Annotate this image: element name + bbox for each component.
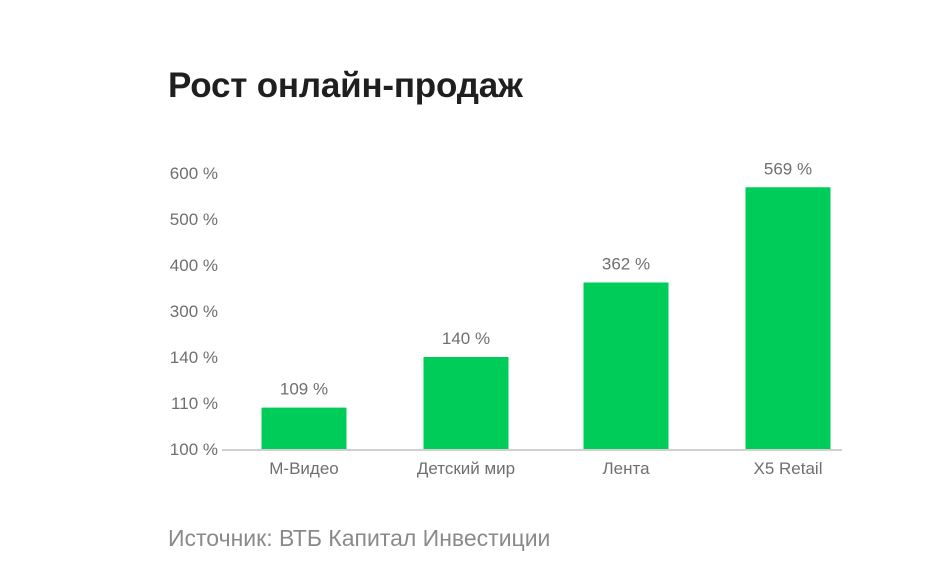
bar (583, 282, 669, 449)
x-tick-label: Детский мир (417, 459, 515, 478)
bars-group (261, 187, 831, 449)
y-tick-label: 110 % (171, 394, 218, 413)
bar (423, 357, 509, 449)
value-labels-group: 109 % 140 % 362 % 569 % (280, 159, 812, 398)
bar-value-label: 109 % (280, 380, 328, 399)
y-axis-ticks: 100 % 110 % 140 % 300 % 400 % 500 % 600 % (170, 164, 218, 459)
y-tick-label: 300 % (170, 302, 218, 321)
x-axis-labels: М-Видео Детский мир Лента X5 Retail (269, 459, 822, 478)
x-tick-label: X5 Retail (754, 459, 823, 478)
x-tick-label: М-Видео (269, 459, 339, 478)
chart-title: Рост онлайн-продаж (168, 66, 523, 105)
bar (261, 407, 347, 449)
source-note: Источник: ВТБ Капитал Инвестиции (168, 525, 551, 551)
y-tick-label: 400 % (170, 256, 218, 275)
bar-value-label: 140 % (442, 329, 490, 348)
bar-value-label: 362 % (602, 254, 650, 273)
y-tick-label: 600 % (170, 164, 218, 183)
y-tick-label: 100 % (170, 440, 218, 459)
x-tick-label: Лента (602, 459, 650, 478)
y-tick-label: 500 % (170, 210, 218, 229)
y-tick-label: 140 % (170, 348, 218, 367)
bar-value-label: 569 % (764, 159, 812, 178)
bar (745, 187, 831, 449)
